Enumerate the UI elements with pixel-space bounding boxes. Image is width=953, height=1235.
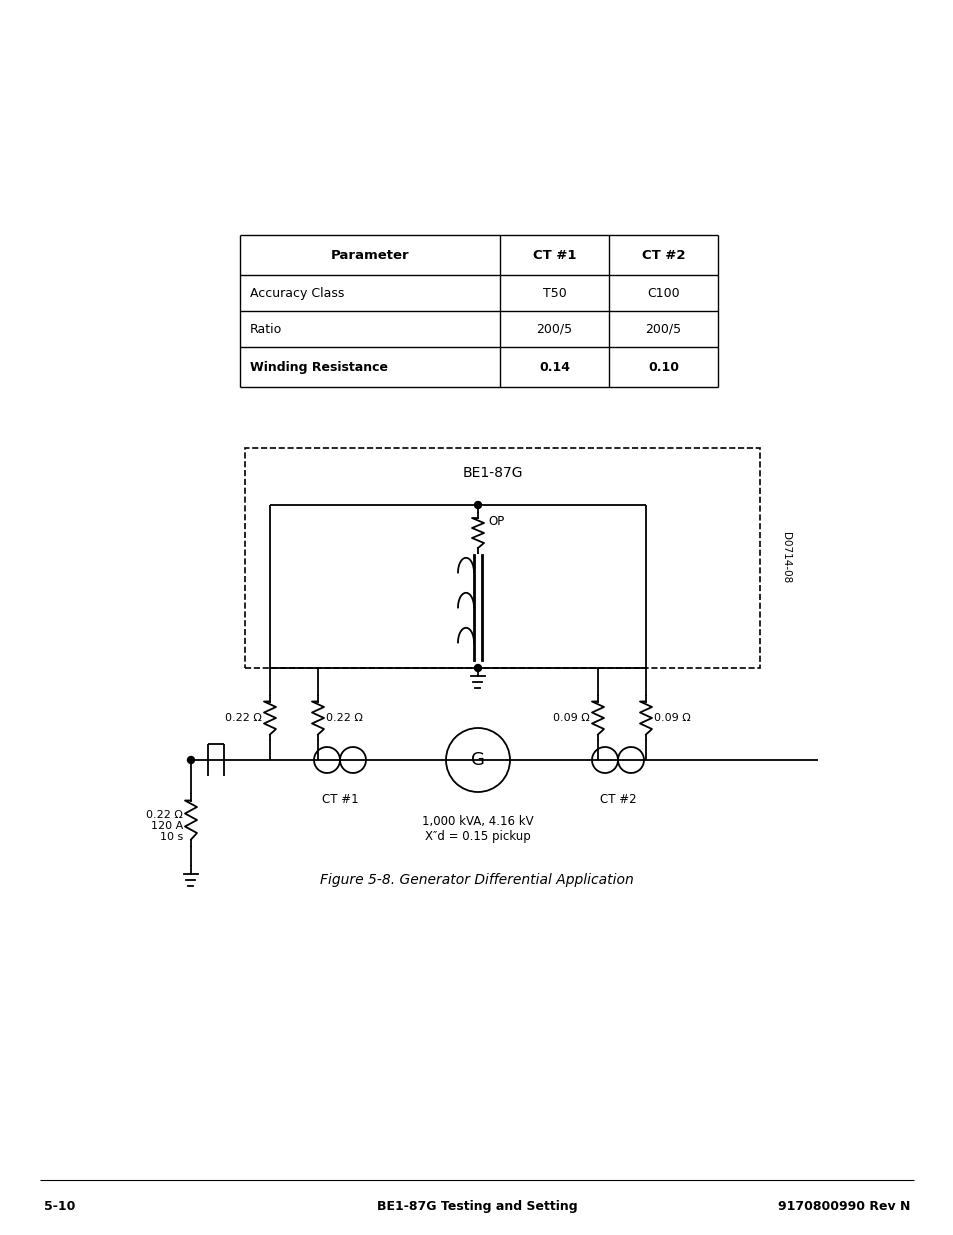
Text: 5-10: 5-10 bbox=[44, 1200, 75, 1214]
Text: CT #1: CT #1 bbox=[321, 793, 358, 806]
Text: CT #1: CT #1 bbox=[532, 248, 576, 262]
Circle shape bbox=[474, 501, 481, 509]
Text: CT #2: CT #2 bbox=[641, 248, 684, 262]
Text: 0.22 Ω: 0.22 Ω bbox=[225, 713, 262, 722]
Text: BE1-87G Testing and Setting: BE1-87G Testing and Setting bbox=[376, 1200, 577, 1214]
Text: G: G bbox=[471, 751, 484, 769]
Text: 10 s: 10 s bbox=[159, 832, 183, 842]
Text: 0.22 Ω: 0.22 Ω bbox=[326, 713, 362, 722]
Text: 1,000 kVA, 4.16 kV: 1,000 kVA, 4.16 kV bbox=[422, 815, 534, 827]
Text: 0.22 Ω: 0.22 Ω bbox=[146, 810, 183, 820]
Text: 9170800990 Rev N: 9170800990 Rev N bbox=[777, 1200, 909, 1214]
Text: 0.10: 0.10 bbox=[647, 361, 679, 373]
Text: X″d = 0.15 pickup: X″d = 0.15 pickup bbox=[425, 830, 530, 844]
Text: 200/5: 200/5 bbox=[645, 322, 680, 336]
Text: 120 A: 120 A bbox=[151, 821, 183, 831]
Text: Figure 5-8. Generator Differential Application: Figure 5-8. Generator Differential Appli… bbox=[320, 873, 633, 887]
Circle shape bbox=[474, 664, 481, 672]
Circle shape bbox=[188, 757, 194, 763]
Text: D0714-08: D0714-08 bbox=[781, 532, 790, 584]
Text: CT #2: CT #2 bbox=[599, 793, 636, 806]
Text: BE1-87G: BE1-87G bbox=[462, 466, 522, 480]
Text: 200/5: 200/5 bbox=[536, 322, 572, 336]
Text: T50: T50 bbox=[542, 287, 566, 300]
Text: Ratio: Ratio bbox=[250, 322, 282, 336]
Text: C100: C100 bbox=[646, 287, 679, 300]
Text: Parameter: Parameter bbox=[331, 248, 409, 262]
Text: Accuracy Class: Accuracy Class bbox=[250, 287, 344, 300]
Text: 0.09 Ω: 0.09 Ω bbox=[654, 713, 690, 722]
Text: 0.09 Ω: 0.09 Ω bbox=[553, 713, 589, 722]
Text: OP: OP bbox=[488, 515, 504, 527]
Text: Winding Resistance: Winding Resistance bbox=[250, 361, 388, 373]
Text: 0.14: 0.14 bbox=[538, 361, 569, 373]
